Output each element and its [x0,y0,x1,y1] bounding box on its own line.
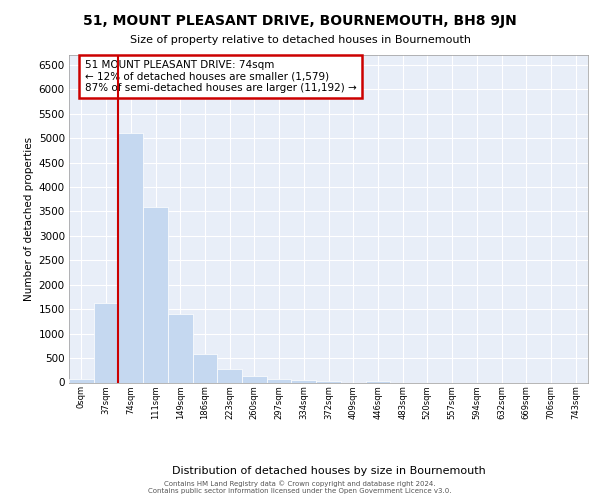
Bar [242,376,267,382]
Bar [292,380,316,382]
Bar [143,206,168,382]
Bar [365,380,390,382]
Bar [267,379,292,382]
Bar [316,380,341,382]
Bar [94,303,118,382]
Text: Distribution of detached houses by size in Bournemouth: Distribution of detached houses by size … [172,466,485,476]
Bar [168,314,193,382]
Bar [217,369,242,382]
Text: Size of property relative to detached houses in Bournemouth: Size of property relative to detached ho… [130,35,470,45]
Text: Contains HM Land Registry data © Crown copyright and database right 2024.
Contai: Contains HM Land Registry data © Crown c… [148,480,452,494]
Y-axis label: Number of detached properties: Number of detached properties [25,136,34,301]
Bar [193,354,217,382]
Bar [69,379,94,382]
Text: 51 MOUNT PLEASANT DRIVE: 74sqm
← 12% of detached houses are smaller (1,579)
87% : 51 MOUNT PLEASANT DRIVE: 74sqm ← 12% of … [85,60,356,93]
Bar [118,133,143,382]
Text: 51, MOUNT PLEASANT DRIVE, BOURNEMOUTH, BH8 9JN: 51, MOUNT PLEASANT DRIVE, BOURNEMOUTH, B… [83,14,517,28]
